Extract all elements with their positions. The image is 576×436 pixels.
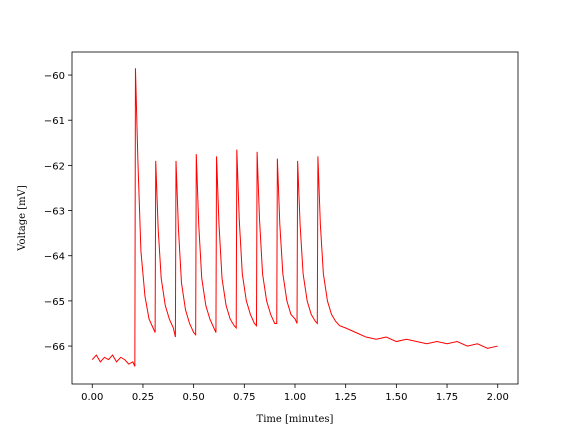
- x-tick-label: 1.75: [436, 392, 458, 403]
- x-tick-label: 0.25: [132, 392, 154, 403]
- voltage-trace: [91, 68, 498, 367]
- plot-frame: [71, 51, 519, 385]
- y-tick-label: −64: [44, 252, 65, 263]
- x-tick-label: 1.50: [385, 392, 407, 403]
- y-axis-label: Voltage [mV]: [17, 185, 28, 252]
- x-tick-label: 0.00: [81, 392, 103, 403]
- x-tick-label: 2.00: [487, 392, 509, 403]
- y-tick-label: −62: [44, 161, 65, 172]
- y-tick-label: −63: [44, 207, 65, 218]
- y-tick-label: −61: [44, 116, 65, 127]
- x-tick-label: 0.50: [183, 392, 205, 403]
- y-tick-label: −66: [44, 342, 65, 353]
- y-tick-label: −60: [44, 71, 65, 82]
- x-tick-label: 1.00: [284, 392, 306, 403]
- x-axis-label: Time [minutes]: [257, 414, 334, 425]
- y-tick-label: −65: [44, 297, 65, 308]
- x-tick-label: 1.25: [335, 392, 357, 403]
- x-tick-label: 0.75: [233, 392, 255, 403]
